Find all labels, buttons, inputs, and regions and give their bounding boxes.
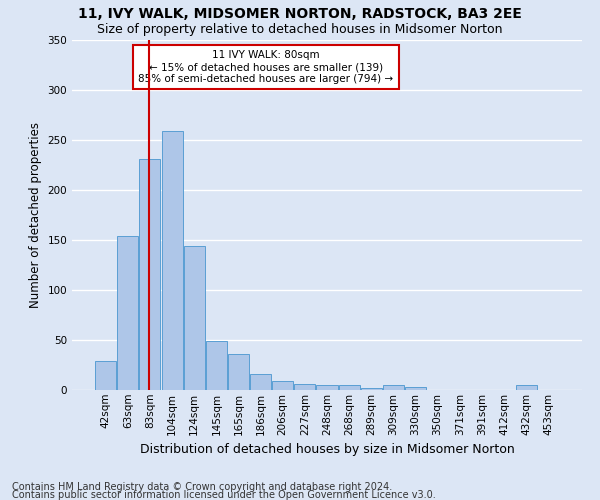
Bar bbox=[272, 381, 293, 390]
Text: Contains HM Land Registry data © Crown copyright and database right 2024.: Contains HM Land Registry data © Crown c… bbox=[12, 482, 392, 492]
Text: 11, IVY WALK, MIDSOMER NORTON, RADSTOCK, BA3 2EE: 11, IVY WALK, MIDSOMER NORTON, RADSTOCK,… bbox=[78, 8, 522, 22]
Bar bbox=[228, 354, 249, 390]
Bar bbox=[161, 131, 182, 390]
Bar bbox=[515, 385, 536, 390]
Text: 11 IVY WALK: 80sqm
← 15% of detached houses are smaller (139)
85% of semi-detach: 11 IVY WALK: 80sqm ← 15% of detached hou… bbox=[138, 50, 394, 84]
Bar bbox=[118, 236, 139, 390]
Bar bbox=[250, 374, 271, 390]
Bar bbox=[184, 246, 205, 390]
Bar bbox=[139, 159, 160, 390]
Bar bbox=[383, 385, 404, 390]
X-axis label: Distribution of detached houses by size in Midsomer Norton: Distribution of detached houses by size … bbox=[140, 443, 514, 456]
Bar bbox=[316, 385, 338, 390]
Bar bbox=[206, 341, 227, 390]
Bar bbox=[295, 384, 316, 390]
Y-axis label: Number of detached properties: Number of detached properties bbox=[29, 122, 42, 308]
Bar bbox=[405, 387, 426, 390]
Text: Size of property relative to detached houses in Midsomer Norton: Size of property relative to detached ho… bbox=[97, 22, 503, 36]
Text: Contains public sector information licensed under the Open Government Licence v3: Contains public sector information licen… bbox=[12, 490, 436, 500]
Bar bbox=[95, 361, 116, 390]
Bar bbox=[361, 388, 382, 390]
Bar bbox=[338, 385, 359, 390]
